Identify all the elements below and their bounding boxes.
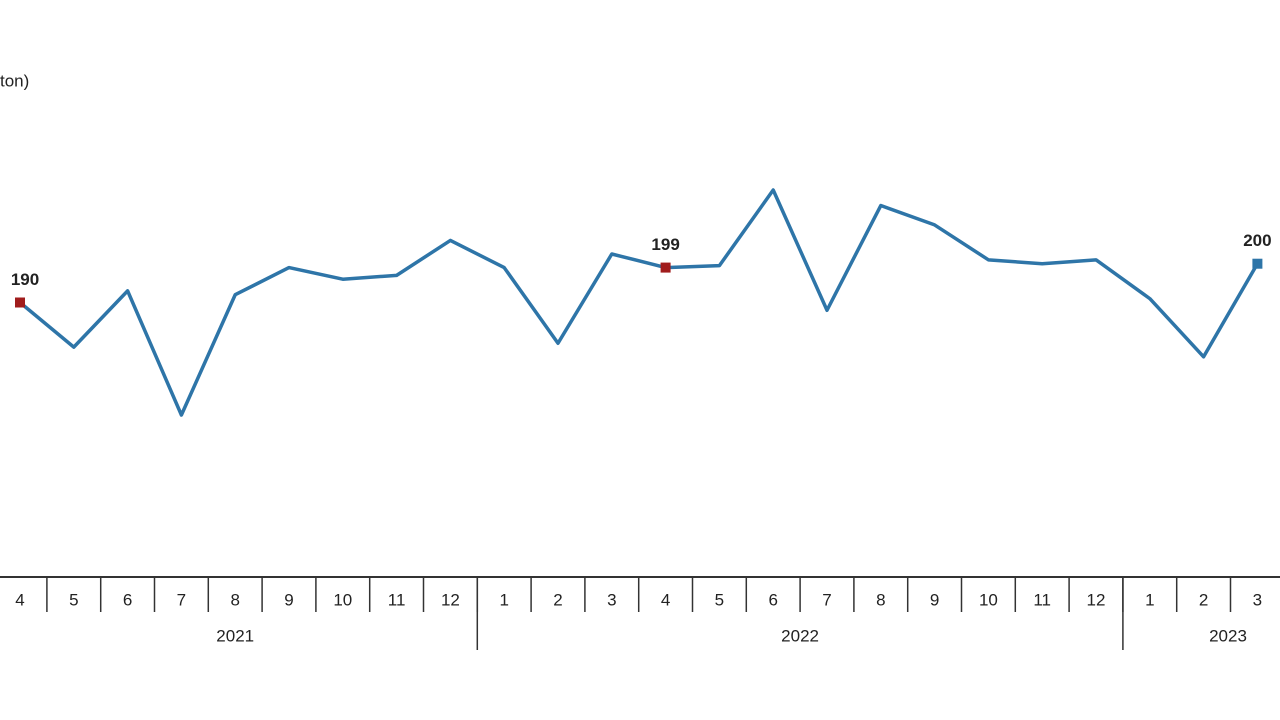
year-label: 2023 [1209,626,1247,645]
year-label: 2022 [781,626,819,645]
data-label: 200 [1243,231,1271,250]
x-tick-label: 11 [1033,590,1051,609]
x-tick-label: 8 [876,590,885,609]
data-label: 190 [11,270,39,289]
x-tick-label: 1 [1145,590,1154,609]
point-marker [15,297,25,308]
x-tick-label: 6 [768,590,777,609]
data-line [18,188,1259,417]
x-tick-label: 2 [1199,590,1208,609]
x-tick-label: 9 [930,590,939,609]
x-tick-label: 1 [499,590,508,609]
x-tick-label: 8 [230,590,239,609]
point-marker [660,262,671,273]
x-tick-label: 11 [388,590,406,609]
year-label: 2021 [216,626,254,645]
x-tick-label: 9 [284,590,293,609]
x-tick-label: 5 [715,590,724,609]
data-label: 199 [651,235,679,254]
x-tick-label: 4 [15,590,24,609]
x-tick-label: 12 [1087,590,1106,609]
x-tick-label: 2 [553,590,562,609]
x-tick-label: 4 [661,590,670,609]
x-tick-label: 3 [1253,590,1262,609]
x-tick-label: 10 [979,590,998,609]
point-marker [1252,258,1263,269]
x-tick-label: 7 [822,590,831,609]
x-tick-label: 5 [69,590,78,609]
x-tick-label: 6 [123,590,132,609]
x-tick-label: 10 [333,590,352,609]
x-tick-label: 12 [441,590,460,609]
x-tick-label: 7 [177,590,186,609]
x-tick-label: 3 [607,590,616,609]
unit-label: ton) [0,71,29,90]
